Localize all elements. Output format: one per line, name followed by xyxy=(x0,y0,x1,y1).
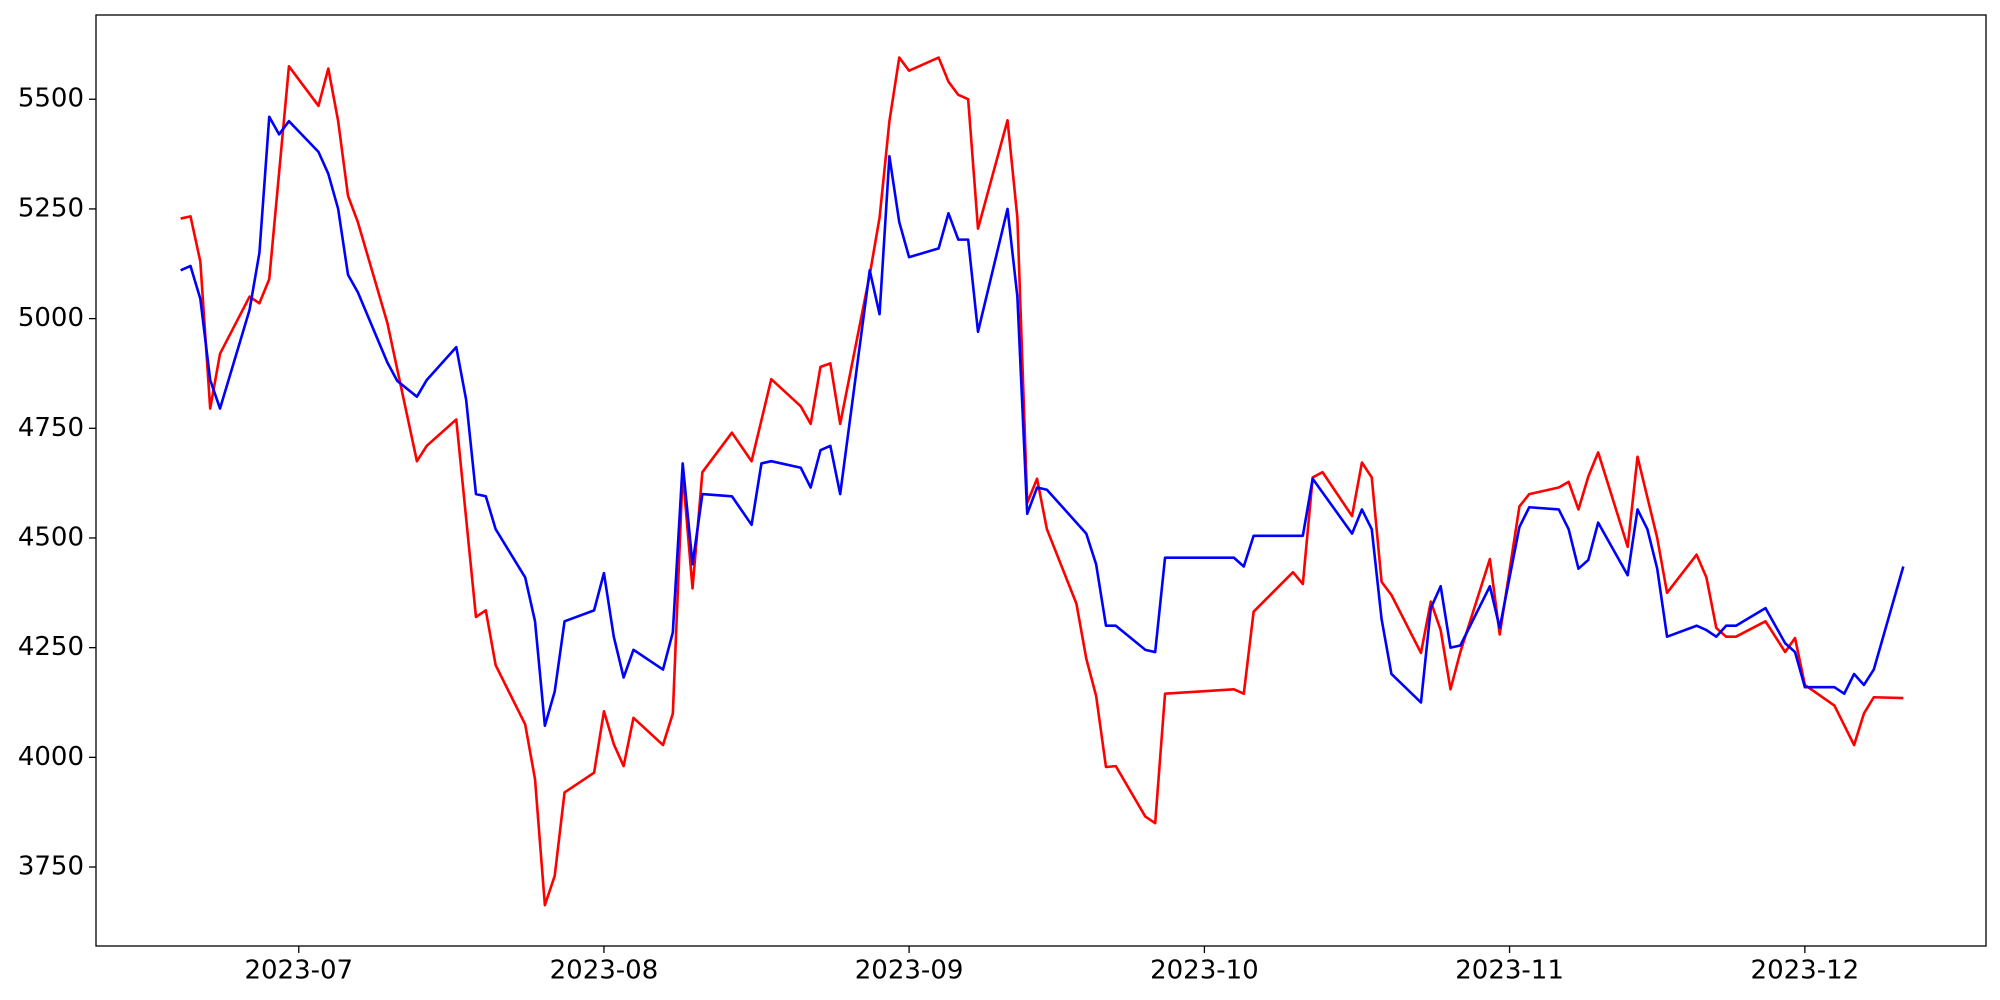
y-tick-label: 3750 xyxy=(18,852,84,882)
y-tick-label: 5250 xyxy=(18,193,84,223)
x-tick-label: 2023-08 xyxy=(550,956,659,986)
y-tick-label: 4000 xyxy=(18,742,84,772)
y-tick-label: 5500 xyxy=(18,84,84,114)
x-tick-label: 2023-11 xyxy=(1455,956,1564,986)
x-tick-label: 2023-09 xyxy=(855,956,964,986)
x-tick-label: 2023-12 xyxy=(1751,956,1860,986)
plot-frame xyxy=(95,14,1987,947)
y-tick-label: 5000 xyxy=(18,303,84,333)
y-tick-label: 4500 xyxy=(18,522,84,552)
x-tick-label: 2023-10 xyxy=(1150,956,1259,986)
x-tick-label: 2023-07 xyxy=(244,956,353,986)
y-tick-label: 4250 xyxy=(18,632,84,662)
series-line xyxy=(180,115,1905,728)
y-tick-label: 4750 xyxy=(18,413,84,443)
series-line xyxy=(180,56,1904,907)
